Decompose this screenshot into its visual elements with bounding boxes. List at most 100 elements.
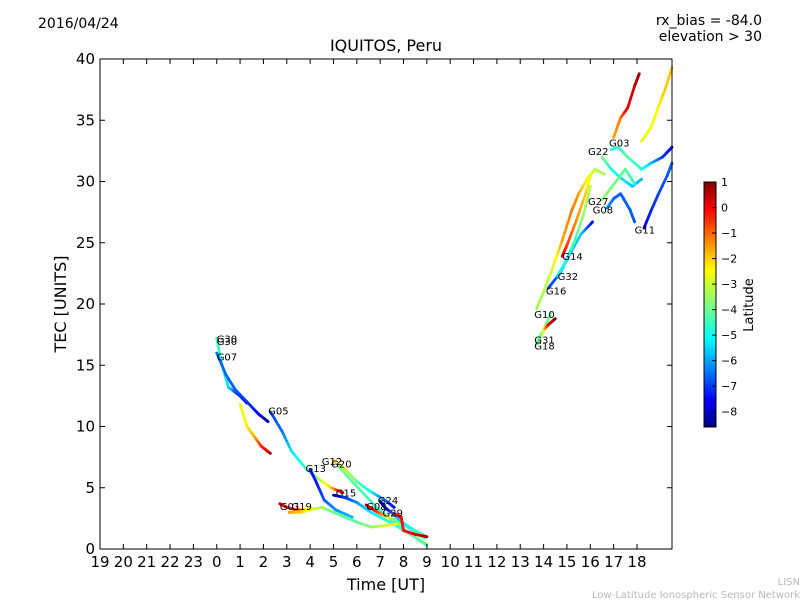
x-tick-label: 17 — [604, 553, 623, 571]
colorbar-label: Latitude — [742, 278, 757, 332]
colorbar-tick-label: −5 — [721, 329, 737, 342]
prn-label: G22 — [588, 147, 608, 158]
x-tick-label: 0 — [212, 553, 222, 571]
data-point — [588, 185, 592, 188]
x-tick-label: 8 — [399, 553, 409, 571]
data-point — [425, 535, 429, 539]
series-20 — [609, 145, 674, 171]
prn-label: G05 — [268, 407, 288, 418]
y-axis-ticks: 0 5 10 15 20 25 30 35 40 — [76, 50, 672, 558]
data-point — [640, 177, 643, 181]
series-13 — [535, 167, 606, 311]
colorbar-tick-label: −8 — [721, 406, 737, 419]
y-tick-label: 0 — [85, 540, 95, 558]
data-point — [350, 515, 354, 519]
prn-label: G20 — [331, 459, 351, 470]
x-tick-label: 20 — [114, 553, 133, 571]
x-tick-label: 16 — [581, 553, 600, 571]
y-tick-label: 20 — [76, 295, 95, 313]
series-25 — [640, 66, 674, 143]
colorbar-tick-label: −7 — [721, 380, 737, 393]
x-axis-label: Time [UT] — [346, 575, 425, 594]
x-tick-label: 23 — [184, 553, 203, 571]
x-tick-label: 18 — [627, 553, 646, 571]
series-23 — [642, 161, 674, 230]
series-1 — [215, 351, 270, 423]
footer-line-2: Low-Latitude Ionospheric Sensor Network — [592, 590, 800, 601]
y-tick-label: 25 — [76, 234, 95, 252]
colorbar-tick-label: −4 — [721, 304, 737, 317]
x-tick-label: 15 — [557, 553, 576, 571]
elevation-label: elevation > 30 — [658, 29, 762, 45]
series-18 — [535, 317, 557, 346]
y-tick-label: 5 — [85, 479, 95, 497]
y-axis-label: TEC [UNITS] — [51, 256, 70, 354]
prn-label: G07 — [217, 353, 237, 364]
prn-label: G13 — [306, 464, 326, 475]
series-21 — [600, 167, 636, 202]
x-tick-label: 12 — [487, 553, 506, 571]
x-axis-ticks: 19 20 21 22 23 0 1 2 3 4 5 6 7 8 9 10 11 12 13 14 15 16 17 18 — [90, 59, 647, 571]
series-22 — [605, 192, 636, 224]
data-point — [549, 312, 552, 316]
data-point — [269, 452, 272, 455]
x-tick-label: 19 — [90, 553, 109, 571]
y-tick-label: 30 — [76, 173, 95, 191]
data-point — [591, 220, 594, 224]
chart-title: IQUITOS, Peru — [329, 36, 443, 55]
prn-label: G27 — [588, 197, 608, 208]
x-tick-label: 13 — [511, 553, 530, 571]
series-16 — [556, 185, 592, 278]
x-tick-label: 1 — [235, 553, 245, 571]
data-point — [637, 72, 641, 76]
data-point — [588, 175, 592, 179]
x-tick-label: 5 — [329, 553, 339, 571]
prn-label: G30 — [217, 337, 237, 348]
colorbar — [703, 181, 717, 428]
date-label: 2016/04/24 — [38, 16, 119, 32]
x-tick-label: 11 — [464, 553, 483, 571]
series-24 — [612, 72, 641, 139]
series-15 — [560, 175, 592, 258]
y-tick-label: 35 — [76, 111, 95, 129]
data-point — [633, 182, 636, 186]
prn-label: G24 — [378, 496, 398, 507]
series-12 — [392, 512, 429, 539]
prn-label: G16 — [546, 287, 566, 298]
x-tick-label: 10 — [441, 553, 460, 571]
prn-label: G03 — [609, 138, 629, 149]
data-point — [266, 420, 270, 423]
plot-series — [215, 66, 674, 547]
prn-label: G14 — [562, 252, 582, 263]
data-point — [633, 220, 636, 224]
series-3 — [269, 410, 345, 494]
prn-label: G19 — [291, 502, 311, 513]
colorbar-tick-label: 0 — [721, 202, 728, 215]
plot-frame — [99, 58, 673, 550]
x-tick-label: 21 — [137, 553, 156, 571]
x-tick-label: 7 — [375, 553, 385, 571]
series-2 — [238, 403, 272, 455]
colorbar-tick-label: −3 — [721, 278, 737, 291]
x-tick-label: 14 — [534, 553, 553, 571]
prn-label: G08 — [366, 502, 386, 513]
x-tick-label: 2 — [259, 553, 269, 571]
series-4 — [308, 468, 354, 519]
footer-line-1: LISN — [777, 577, 800, 588]
data-point — [602, 172, 606, 176]
prn-label: G12 — [322, 457, 342, 468]
x-tick-label: 3 — [282, 553, 292, 571]
colorbar-tick-label: −1 — [721, 227, 737, 240]
prn-label: G10 — [534, 310, 554, 321]
colorbar-tick-label: 1 — [721, 176, 728, 189]
prn-label: G11 — [635, 225, 655, 236]
data-point — [392, 506, 396, 509]
x-tick-label: 9 — [422, 553, 432, 571]
y-tick-label: 15 — [76, 356, 95, 374]
x-tick-label: 22 — [160, 553, 179, 571]
prn-label: G32 — [558, 272, 578, 283]
colorbar-tick-label: −6 — [721, 355, 737, 368]
prn-label: G08 — [593, 206, 613, 217]
